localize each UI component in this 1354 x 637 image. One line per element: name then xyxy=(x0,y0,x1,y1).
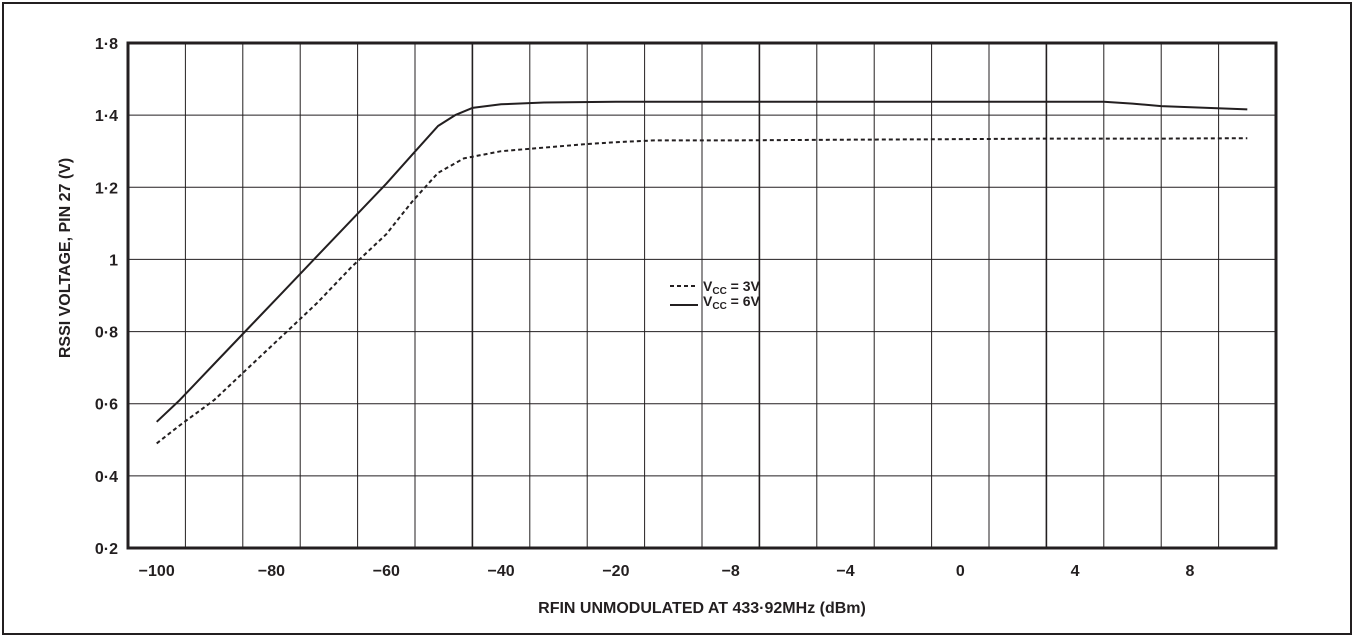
x-tick-label: −8 xyxy=(722,563,740,580)
y-tick-labels: 0·2 0·4 0·6 0·8 1 1·2 1·4 1·8 xyxy=(95,36,118,558)
x-tick-label: −80 xyxy=(258,563,285,580)
y-tick-label: 0·4 xyxy=(95,469,118,486)
y-axis-title: RSSI VOLTAGE, PIN 27 (V) xyxy=(57,158,74,358)
x-tick-label: −100 xyxy=(139,563,175,580)
y-tick-label: 1·4 xyxy=(95,108,118,125)
x-tick-labels: −100 −80 −60 −40 −20 −8 −4 0 4 8 xyxy=(139,563,1195,580)
x-axis-title: RFIN UNMODULATED AT 433·92MHz (dBm) xyxy=(538,600,866,617)
x-tick-label: 4 xyxy=(1071,563,1080,580)
series-line-vcc-6v xyxy=(156,100,1248,423)
legend: VCC = 3V VCC = 6V xyxy=(670,278,761,312)
plot-border xyxy=(126,41,1278,550)
y-tick-label: 0·8 xyxy=(95,325,118,342)
y-tick-label: 0·6 xyxy=(95,397,118,414)
series-layer xyxy=(156,100,1248,445)
legend-label-3v: VCC = 3V xyxy=(703,278,761,297)
y-tick-label: 0·2 xyxy=(95,541,118,558)
plot-area xyxy=(126,41,1278,550)
grid xyxy=(128,43,1276,548)
y-tick-label: 1·8 xyxy=(95,36,118,53)
x-tick-label: −4 xyxy=(836,563,854,580)
x-tick-label: −40 xyxy=(488,563,515,580)
y-tick-label: 1 xyxy=(109,252,118,269)
x-tick-label: 0 xyxy=(956,563,965,580)
y-tick-label: 1·2 xyxy=(95,180,118,197)
legend-label-6v: VCC = 6V xyxy=(703,293,761,312)
x-tick-label: 8 xyxy=(1185,563,1194,580)
series-line-vcc-3v xyxy=(156,137,1248,445)
x-tick-label: −20 xyxy=(602,563,629,580)
x-tick-label: −60 xyxy=(373,563,400,580)
